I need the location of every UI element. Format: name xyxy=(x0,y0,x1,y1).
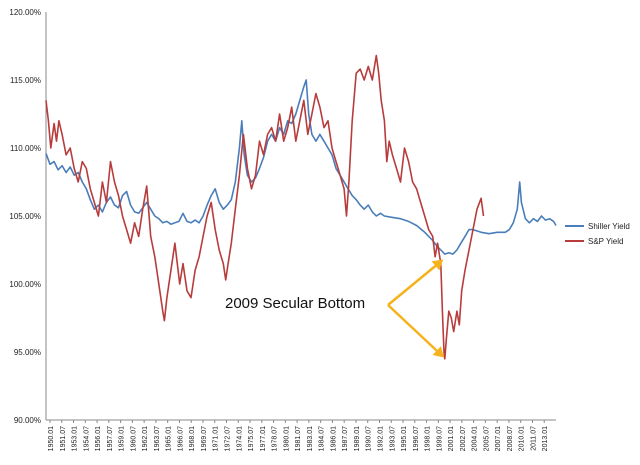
series-lines xyxy=(45,54,557,360)
x-tick-label: 1987.07 xyxy=(342,426,349,451)
x-tick-label: 1993.07 xyxy=(389,426,396,451)
x-tick-label: 1971.01 xyxy=(213,426,220,451)
x-tick-label: 1972.07 xyxy=(225,426,232,451)
annotation-arrow-upper xyxy=(387,264,437,306)
annotation-arrow-lower xyxy=(387,304,438,352)
x-tick-label: 1959.01 xyxy=(119,426,126,451)
x-tick-label: 2011.07 xyxy=(530,426,537,451)
x-tick-label: 1980.01 xyxy=(283,426,290,451)
y-tick-labels: 90.00% 95.00% 100.00% 105.00% 110.00% 115.00%… xyxy=(9,8,41,425)
x-tick-label: 1960.07 xyxy=(130,426,137,451)
x-tick-label: 1992.01 xyxy=(377,426,384,451)
y-tick-label: 95.00% xyxy=(14,348,41,357)
x-tick-label: 1999.07 xyxy=(436,426,443,451)
x-tick-label: 2002.07 xyxy=(460,426,467,451)
x-tick-label: 1963.07 xyxy=(154,426,161,451)
x-tick-label: 1951.07 xyxy=(60,426,67,451)
x-tick-label: 1950.01 xyxy=(48,426,55,451)
x-tick-label: 1974.01 xyxy=(236,426,243,451)
x-tick-label: 1975.07 xyxy=(248,426,255,451)
x-tick-label: 2004.01 xyxy=(472,426,479,451)
x-tick-labels: 1950.01 1951.07 1953.01 1954.07 1956.01 1957.… xyxy=(48,420,549,451)
x-tick-label: 1990.07 xyxy=(366,426,373,451)
x-tick-label: 1969.07 xyxy=(201,426,208,451)
y-tick-label: 120.00% xyxy=(9,8,41,17)
series-line-s-p-yield xyxy=(45,54,485,360)
annotation-arrowhead-upper xyxy=(431,259,444,271)
x-tick-label: 1953.01 xyxy=(72,426,79,451)
x-tick-label: 1981.07 xyxy=(295,426,302,451)
y-tick-label: 115.00% xyxy=(10,76,41,85)
x-tick-label: 1954.07 xyxy=(83,426,90,451)
legend: Shiller Yield S&P Yield xyxy=(565,222,630,246)
x-tick-label: 1984.07 xyxy=(319,426,326,451)
x-tick-label: 1998.01 xyxy=(425,426,432,451)
x-tick-label: 2005.07 xyxy=(483,426,490,451)
x-tick-label: 1956.01 xyxy=(95,426,102,451)
x-tick-label: 1968.01 xyxy=(189,426,196,451)
x-tick-label: 1965.01 xyxy=(166,426,173,451)
x-tick-label: 1996.07 xyxy=(413,426,420,451)
x-tick-label: 1978.07 xyxy=(272,426,279,451)
x-tick-label: 2007.01 xyxy=(495,426,502,451)
plot-axes xyxy=(45,12,556,421)
legend-label-shiller-yield: Shiller Yield xyxy=(588,222,630,231)
y-tick-label: 90.00% xyxy=(14,416,41,425)
annotation-label: 2009 Secular Bottom xyxy=(225,295,365,312)
y-tick-label: 110.00% xyxy=(10,144,41,153)
x-tick-label: 1983.01 xyxy=(307,426,314,451)
x-tick-label: 1962.01 xyxy=(142,426,149,451)
x-tick-label: 1966.07 xyxy=(177,426,184,451)
x-tick-label: 1986.01 xyxy=(330,426,337,451)
x-tick-label: 1957.07 xyxy=(107,426,114,451)
x-tick-label: 2010.01 xyxy=(519,426,526,451)
annotation: 2009 Secular Bottom xyxy=(225,259,445,358)
x-tick-label: 2013.01 xyxy=(542,426,549,451)
x-tick-label: 1977.01 xyxy=(260,426,267,451)
y-tick-label: 100.00% xyxy=(9,280,41,289)
annotation-arrowhead-lower xyxy=(432,346,445,358)
x-tick-label: 2001.01 xyxy=(448,426,455,451)
x-tick-label: 2008.07 xyxy=(507,426,514,451)
y-tick-label: 105.00% xyxy=(9,212,41,221)
legend-label-sp-yield: S&P Yield xyxy=(588,237,623,246)
x-tick-label: 1989.01 xyxy=(354,426,361,451)
x-tick-label: 1995.01 xyxy=(401,426,408,451)
series-line-shiller-yield xyxy=(45,79,557,255)
